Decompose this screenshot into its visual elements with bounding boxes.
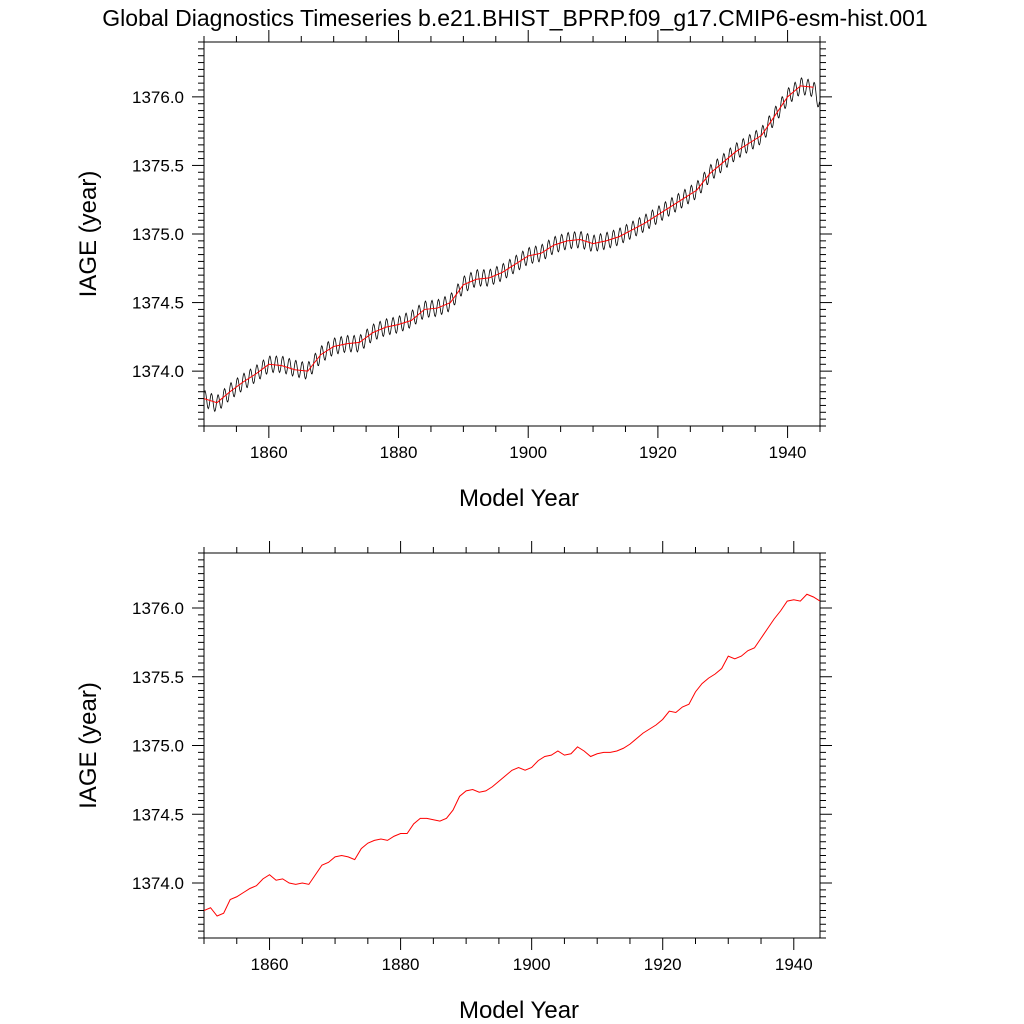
x-tick-label: 1860 (250, 443, 288, 462)
y-tick-label: 1376.0 (132, 599, 184, 618)
x-tick-label: 1940 (769, 443, 807, 462)
figure-title: Global Diagnostics Timeseries b.e21.BHIS… (102, 5, 927, 31)
plot-frame (203, 552, 821, 939)
x-tick-label: 1920 (639, 443, 677, 462)
x-tick-label: 1880 (380, 443, 418, 462)
x-tick-label: 1940 (775, 955, 813, 974)
annual-mean-series-line (204, 593, 820, 917)
y-tick-label: 1374.0 (132, 874, 184, 893)
x-tick-label: 1880 (382, 955, 420, 974)
monthly-series-line (204, 77, 820, 413)
y-axis-label: IAGE (year) (75, 171, 102, 298)
y-tick-label: 1375.0 (132, 225, 184, 244)
y-tick-label: 1374.5 (132, 805, 184, 824)
x-tick-label: 1860 (251, 955, 289, 974)
y-axis-label: IAGE (year) (75, 682, 102, 809)
y-tick-label: 1375.5 (132, 156, 184, 175)
top-panel: 1860 1880 1900 1920 1940 1374.0 1374.5 1375.0 13… (75, 30, 832, 512)
bottom-panel: 1860 1880 1900 1920 1940 1374.0 1374.5 1375.0 13… (75, 541, 832, 1024)
x-tick-label: 1900 (513, 955, 551, 974)
y-tick-label: 1374.5 (132, 294, 184, 313)
x-axis-label: Model Year (459, 997, 579, 1024)
y-tick-label: 1375.0 (132, 737, 184, 756)
annual-mean-series-line (204, 85, 814, 404)
y-tick-label: 1376.0 (132, 88, 184, 107)
x-axis-label: Model Year (459, 485, 579, 512)
plot-frame (203, 41, 821, 427)
x-tick-label: 1900 (509, 443, 547, 462)
y-tick-label: 1374.0 (132, 362, 184, 381)
y-tick-label: 1375.5 (132, 668, 184, 687)
x-tick-label: 1920 (644, 955, 682, 974)
